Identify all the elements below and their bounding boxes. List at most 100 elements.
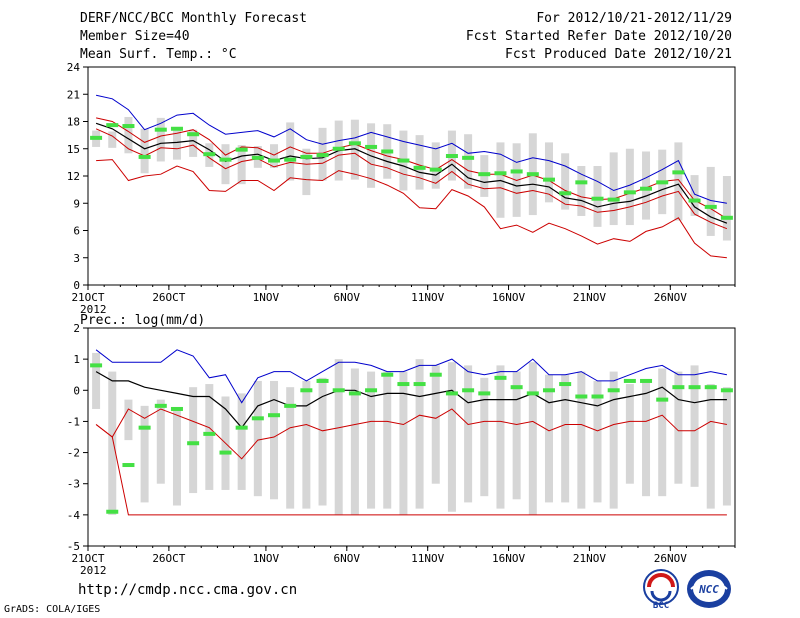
member-size-label: Member Size=40 [80, 29, 190, 44]
temp-spread-bar [286, 122, 295, 181]
prec-observed-marker [656, 397, 669, 402]
prec-observed-marker [122, 463, 135, 468]
prec-observed-marker [510, 385, 523, 390]
temp-observed-marker [559, 191, 572, 196]
temp-spread-bar [706, 166, 715, 236]
source-url[interactable]: http://cmdp.ncc.cma.gov.cn [78, 582, 298, 598]
temp-spread-bar [221, 144, 230, 185]
prec-spread-bar [625, 384, 634, 484]
temp-spread-bar [172, 130, 181, 160]
prec-x-tick-year: 2012 [80, 564, 107, 577]
prec-spread-bar [658, 368, 667, 497]
temp-y-tick-label: 9 [73, 197, 80, 210]
prec-observed-marker [251, 416, 264, 421]
prec-spread-bar [480, 377, 489, 497]
prec-spread-bar [642, 380, 651, 497]
prec-observed-marker [332, 388, 345, 393]
prec-spread-bar [318, 377, 327, 506]
prec-spread-bar [350, 368, 359, 515]
temp-spread-bar [544, 142, 553, 203]
prec-y-tick-label: -5 [67, 540, 80, 553]
temp-observed-marker [300, 154, 313, 159]
temp-observed-marker [542, 177, 555, 182]
prec-spread-bar [92, 352, 101, 409]
bcc-logo-icon: BCC [643, 569, 679, 611]
temp-observed-marker [106, 123, 119, 128]
temp-spread-bar [124, 116, 133, 154]
prec-y-tick-label: -1 [67, 415, 80, 428]
prec-spread-bar [383, 371, 392, 509]
temp-p_high-line [95, 117, 728, 220]
temp-observed-marker [235, 147, 248, 152]
prec-observed-marker [640, 378, 653, 383]
grads-credit: GrADS: COLA/IGES [4, 604, 101, 615]
prec-x-tick-label: 11NOV [411, 552, 444, 565]
prec-spread-bar [205, 384, 214, 490]
prec-spread-bar [561, 374, 570, 503]
temp-observed-marker [365, 144, 378, 149]
prec-y-tick-label: -2 [67, 447, 80, 460]
temp-observed-marker [640, 186, 653, 191]
prec-observed-marker [381, 372, 394, 377]
temp-x-tick-label: 21NOV [573, 291, 606, 304]
temp-observed-marker [704, 204, 717, 209]
temp-observed-marker [138, 154, 151, 159]
temp-observed-marker [332, 146, 345, 151]
temp-spread-bar [722, 176, 731, 241]
prec-observed-marker [688, 385, 701, 390]
temp-y-tick-label: 12 [67, 170, 80, 183]
prec-observed-marker [445, 391, 458, 396]
temp-observed-marker [90, 135, 103, 140]
temp-observed-marker [203, 152, 216, 157]
temp-observed-marker [429, 167, 442, 172]
prec-y-tick-label: 1 [73, 353, 80, 366]
temp-observed-marker [510, 169, 523, 174]
prec-y-tick-label: 2 [73, 322, 80, 335]
prec-observed-marker [300, 388, 313, 393]
prec-spread-bar [367, 371, 376, 509]
prec-spread-bar [415, 359, 424, 509]
temp-y-tick-label: 24 [67, 61, 81, 74]
prec-min-line [95, 424, 727, 516]
prec-observed-marker [494, 375, 507, 380]
prec-observed-marker [170, 406, 183, 411]
prec-y-tick-label: -4 [67, 509, 81, 522]
temp-y-tick-label: 15 [67, 143, 80, 156]
prec-observed-marker [397, 382, 410, 387]
prec-spread-bar [577, 371, 586, 509]
temp-spread-bar [156, 117, 165, 162]
temp-spread-bar [270, 144, 279, 168]
temp-observed-marker [413, 165, 426, 170]
temp-mean-line [95, 122, 728, 224]
prec-lower-line [95, 408, 727, 460]
temp-observed-marker [462, 155, 475, 160]
prec-y-tick-label: 0 [73, 384, 80, 397]
prec-x-tick-label: 16NOV [492, 552, 525, 565]
prec-observed-marker [138, 425, 151, 430]
temp-observed-marker [284, 157, 297, 162]
prec-x-tick-label: 21NOV [573, 552, 606, 565]
prec-observed-marker [90, 363, 103, 368]
temp-x-tick-label: 16NOV [492, 291, 525, 304]
prec-observed-marker [316, 378, 329, 383]
temp-y-tick-label: 18 [67, 116, 80, 129]
prec-observed-marker [235, 425, 248, 430]
temp-observed-marker [526, 172, 539, 177]
temp-y-tick-label: 21 [67, 88, 80, 101]
prec-observed-marker [284, 403, 297, 408]
temp-spread-bar [431, 142, 440, 189]
prec-observed-marker [526, 391, 539, 396]
temp-spread-bar [642, 151, 651, 220]
prec-observed-marker [591, 394, 604, 399]
temp-x-tick-label: 26OCT [152, 291, 185, 304]
temp-observed-marker [219, 157, 232, 162]
temp-observed-marker [607, 197, 620, 202]
temp-observed-marker [170, 126, 183, 131]
temp-spread-bar [577, 166, 586, 216]
forecast-period: For 2012/10/21-2012/11/29 [536, 11, 732, 26]
prec-observed-marker [219, 450, 232, 455]
prec-x-tick-label: 26OCT [152, 552, 185, 565]
